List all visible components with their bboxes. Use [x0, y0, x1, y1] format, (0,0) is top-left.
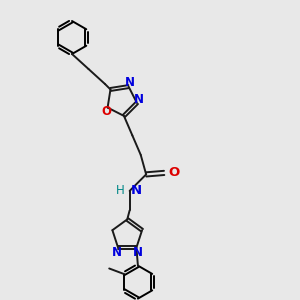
Text: N: N	[112, 246, 122, 259]
Text: N: N	[134, 92, 143, 106]
Text: O: O	[168, 167, 179, 179]
Text: O: O	[101, 105, 111, 118]
Text: N: N	[125, 76, 135, 89]
Text: H: H	[116, 184, 125, 196]
Text: N: N	[133, 246, 142, 259]
Text: N: N	[130, 184, 142, 196]
